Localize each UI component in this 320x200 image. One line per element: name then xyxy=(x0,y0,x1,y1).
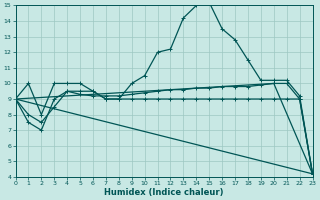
X-axis label: Humidex (Indice chaleur): Humidex (Indice chaleur) xyxy=(104,188,224,197)
